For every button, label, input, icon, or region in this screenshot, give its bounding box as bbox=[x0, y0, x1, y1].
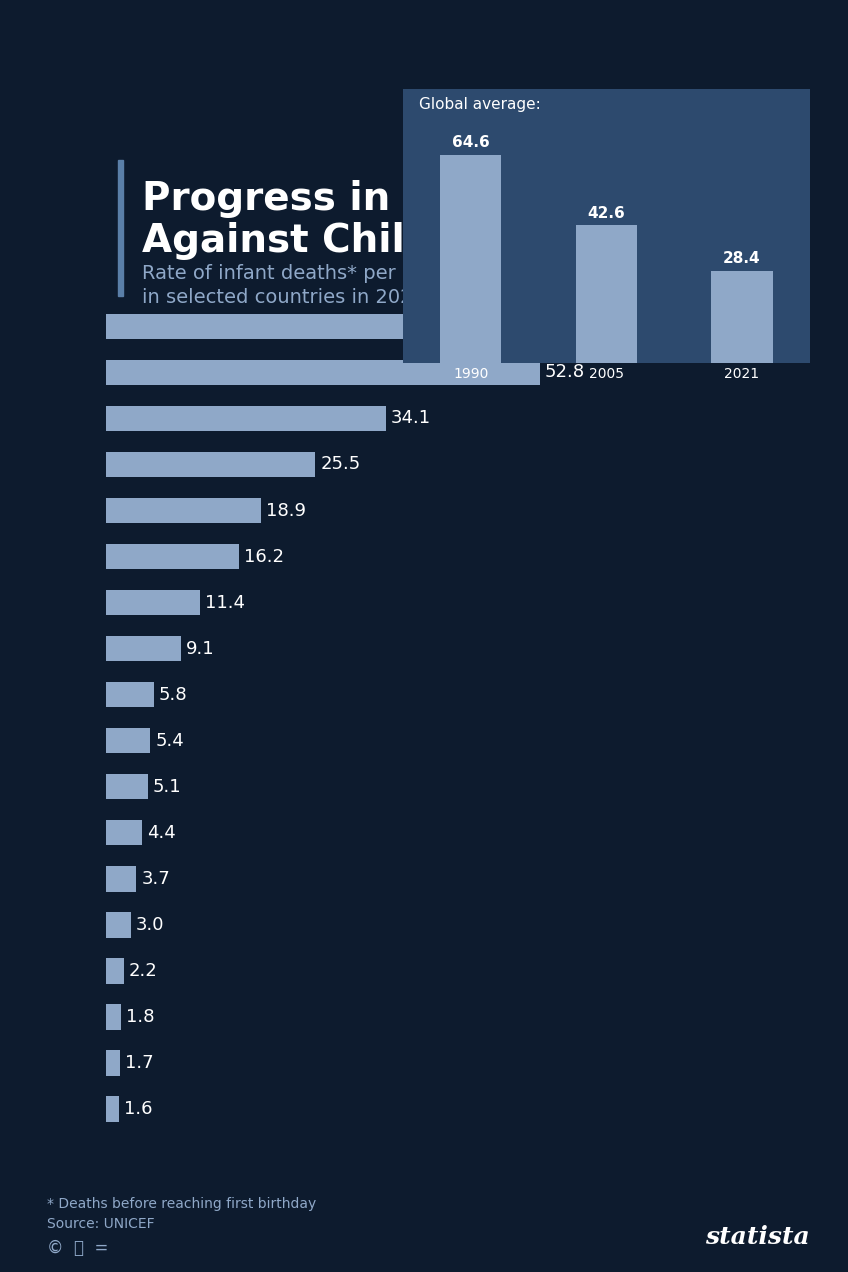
Text: 4.4: 4.4 bbox=[147, 824, 176, 842]
Bar bbox=[576, 225, 637, 363]
Bar bbox=[106, 1096, 119, 1122]
Text: 52.8: 52.8 bbox=[544, 364, 585, 382]
Text: ©  ⓘ  =: © ⓘ = bbox=[47, 1239, 108, 1257]
Text: Progress in the Global Fight
Against Child Mortality: Progress in the Global Fight Against Chi… bbox=[142, 179, 756, 261]
Bar bbox=[106, 1005, 120, 1029]
Text: Rate of infant deaths* per 1,000 live births
in selected countries in 2021: Rate of infant deaths* per 1,000 live bi… bbox=[142, 265, 561, 307]
Text: 28.4: 28.4 bbox=[723, 252, 761, 266]
Text: 5.1: 5.1 bbox=[153, 777, 181, 796]
Text: 1.8: 1.8 bbox=[126, 1007, 154, 1027]
Text: 11.4: 11.4 bbox=[204, 594, 244, 612]
Bar bbox=[106, 728, 150, 753]
Bar bbox=[106, 820, 142, 846]
Bar bbox=[106, 1051, 120, 1076]
Bar bbox=[106, 544, 239, 569]
Text: 1.7: 1.7 bbox=[125, 1054, 153, 1072]
Text: statista: statista bbox=[705, 1225, 810, 1249]
Text: 9.1: 9.1 bbox=[186, 640, 215, 658]
Bar bbox=[106, 314, 686, 340]
Text: 3.0: 3.0 bbox=[136, 916, 164, 934]
Bar bbox=[106, 452, 315, 477]
Bar bbox=[118, 160, 123, 296]
Bar bbox=[106, 958, 124, 983]
Text: 5.4: 5.4 bbox=[155, 731, 184, 749]
Bar bbox=[106, 912, 131, 937]
Text: 16.2: 16.2 bbox=[244, 547, 284, 566]
Bar bbox=[106, 497, 261, 523]
Text: * Deaths before reaching first birthday
Source: UNICEF: * Deaths before reaching first birthday … bbox=[47, 1197, 316, 1231]
Bar bbox=[106, 682, 153, 707]
Text: 42.6: 42.6 bbox=[588, 206, 625, 220]
Text: 34.1: 34.1 bbox=[391, 410, 431, 427]
Text: 64.6: 64.6 bbox=[452, 135, 489, 150]
Text: 18.9: 18.9 bbox=[266, 501, 306, 519]
Text: 3.7: 3.7 bbox=[142, 870, 170, 888]
Text: 1.6: 1.6 bbox=[124, 1100, 153, 1118]
Bar bbox=[711, 271, 773, 363]
Text: 70.6: 70.6 bbox=[691, 317, 731, 336]
Bar bbox=[106, 866, 137, 892]
Bar bbox=[106, 590, 199, 616]
Bar bbox=[106, 360, 540, 385]
Bar bbox=[106, 406, 386, 431]
Text: Global average:: Global average: bbox=[419, 97, 541, 112]
Bar bbox=[106, 636, 181, 661]
Text: 25.5: 25.5 bbox=[321, 455, 360, 473]
Text: 5.8: 5.8 bbox=[159, 686, 187, 703]
Bar bbox=[106, 775, 148, 799]
Bar bbox=[440, 155, 501, 363]
Text: 2.2: 2.2 bbox=[129, 962, 158, 979]
